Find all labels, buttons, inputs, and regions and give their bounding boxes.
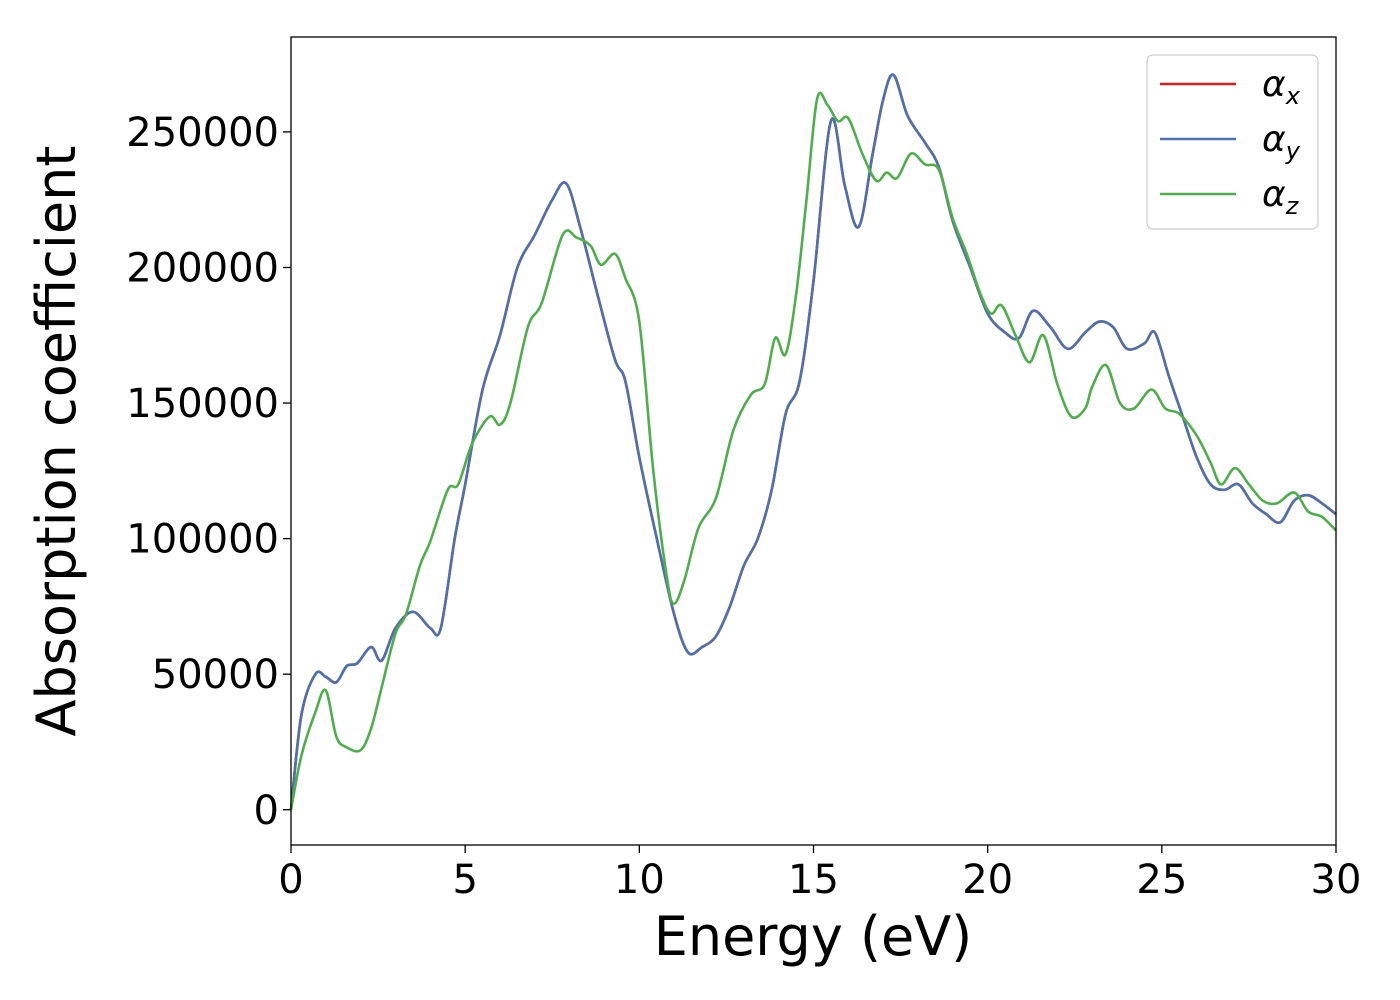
x-tick-label: 15 — [788, 857, 839, 903]
legend-frame — [1146, 54, 1319, 230]
y-tick-label: 100000 — [126, 517, 279, 563]
legend-label-alpha-z: αz — [1262, 174, 1300, 220]
x-tick-label: 30 — [1311, 857, 1362, 903]
y-tick-label: 250000 — [126, 110, 279, 156]
y-tick-label: 0 — [254, 788, 279, 834]
x-axis-title: Energy (eV) — [654, 905, 973, 968]
x-tick-label: 10 — [614, 857, 665, 903]
y-tick-label: 150000 — [126, 381, 279, 427]
x-tick-label: 20 — [962, 857, 1013, 903]
y-tick-label: 50000 — [152, 652, 279, 698]
x-tick-label: 25 — [1136, 857, 1187, 903]
y-axis-title: Absorption coefficient — [25, 146, 88, 737]
legend-label-alpha-x: αx — [1262, 64, 1301, 110]
y-axis: 0 50000 100000 150000 200000 250000 — [126, 110, 291, 834]
x-axis: 0 5 10 15 20 25 30 — [278, 845, 1361, 903]
series-layer — [289, 73, 1337, 811]
series-line-alpha-y — [289, 73, 1337, 810]
x-tick-label: 0 — [278, 857, 303, 903]
legend-label-alpha-y: αy — [1262, 119, 1301, 165]
x-tick-label: 5 — [452, 857, 477, 903]
y-tick-label: 200000 — [126, 245, 279, 291]
series-line-alpha-z — [289, 91, 1337, 811]
legend: αx αy αz — [1146, 54, 1319, 230]
